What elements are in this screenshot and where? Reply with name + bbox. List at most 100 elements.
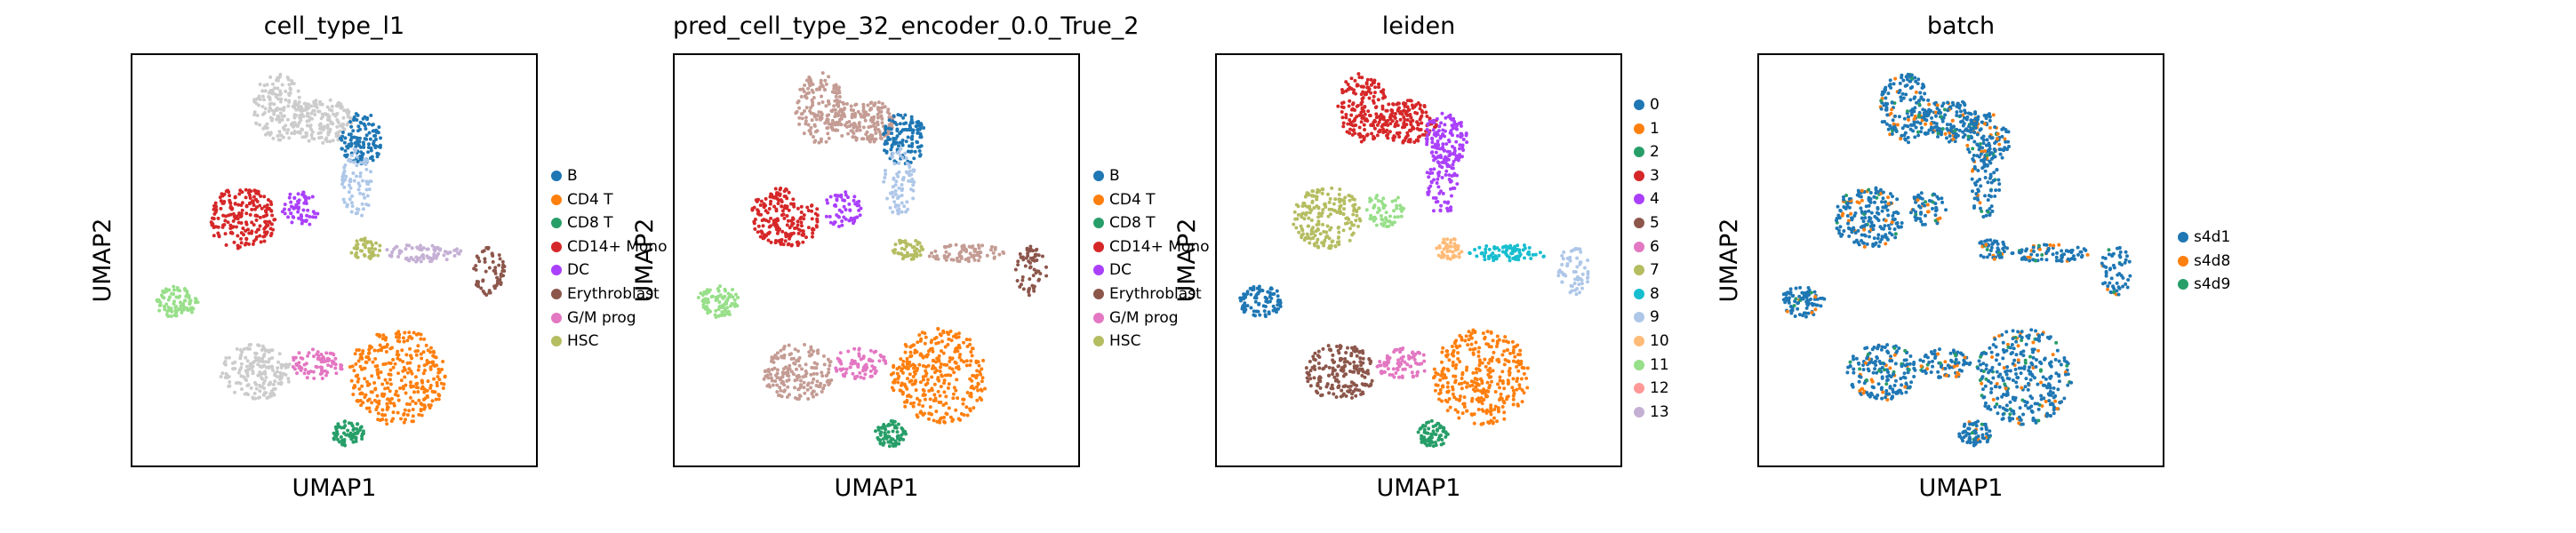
scatter-point	[479, 286, 484, 290]
scatter-point	[302, 371, 307, 376]
scatter-point	[261, 354, 266, 358]
scatter-point	[1436, 142, 1440, 147]
scatter-point	[1028, 244, 1033, 249]
scatter-point	[1409, 364, 1413, 369]
scatter-point	[1309, 232, 1314, 236]
scatter-point	[440, 367, 444, 371]
scatter-point	[799, 224, 804, 228]
legend-label: CD14+ Mono	[567, 237, 668, 256]
scatter-point	[1327, 391, 1332, 395]
scatter-point	[420, 413, 424, 418]
scatter-point	[904, 156, 908, 160]
scatter-point	[1318, 379, 1323, 384]
scatter-point	[1360, 382, 1364, 386]
scatter-point	[816, 351, 820, 355]
scatter-point	[1375, 194, 1380, 198]
scatter-point	[426, 256, 430, 260]
scatter-point	[696, 295, 700, 299]
scatter-point	[1434, 133, 1438, 138]
scatter-point	[213, 201, 218, 205]
scatter-point	[823, 121, 828, 125]
scatter-point	[1443, 200, 1447, 204]
scatter-point	[893, 442, 898, 447]
scatter-point	[352, 369, 356, 373]
scatter-point	[858, 112, 862, 116]
scatter-point	[399, 378, 404, 383]
scatter-point	[932, 382, 937, 386]
scatter-point	[1509, 251, 1514, 256]
scatter-point	[1241, 296, 1245, 300]
scatter-point	[1395, 366, 1399, 370]
scatter-point	[961, 402, 965, 406]
scatter-point	[168, 295, 172, 299]
scatter-point	[932, 418, 936, 423]
scatter-point	[350, 364, 355, 369]
scatter-point	[797, 115, 802, 120]
scatter-point	[436, 397, 441, 402]
scatter-point	[346, 428, 350, 433]
scatter-point	[868, 107, 872, 112]
scatter-point	[836, 215, 841, 219]
scatter-point	[343, 148, 348, 153]
scatter-point	[869, 100, 874, 105]
scatter-point	[1390, 119, 1395, 123]
scatter-point	[1345, 360, 1349, 364]
scatter-point	[254, 98, 259, 101]
scatter-point	[412, 330, 416, 335]
scatter-point	[330, 104, 334, 108]
scatter-point	[1033, 254, 1037, 259]
scatter-point	[360, 213, 364, 218]
scatter-point	[434, 256, 438, 260]
scatter-point	[304, 219, 308, 223]
scatter-point	[416, 368, 420, 372]
scatter-point	[766, 219, 771, 224]
scatter-point	[787, 208, 791, 212]
scatter-point	[1518, 348, 1523, 353]
scatter-point	[342, 108, 347, 113]
scatter-point	[774, 209, 779, 213]
scatter-point	[1491, 355, 1495, 360]
scatter-point	[921, 363, 925, 368]
scatter-point	[876, 100, 881, 105]
scatter-point	[373, 356, 378, 361]
x-axis-label: UMAP1	[834, 474, 919, 502]
scatter-point	[969, 350, 973, 354]
scatter-point	[1410, 351, 1414, 355]
scatter-point	[868, 369, 873, 373]
scatter-point	[372, 348, 377, 353]
scatter-point	[906, 377, 909, 381]
scatter-point	[1380, 107, 1385, 111]
scatter-point	[483, 291, 487, 296]
scatter-point	[385, 406, 389, 410]
scatter-point	[1342, 207, 1347, 211]
scatter-point	[785, 223, 789, 227]
scatter-point	[1445, 367, 1450, 371]
scatter-point	[1413, 352, 1418, 356]
scatter-point	[1275, 310, 1278, 314]
scatter-point	[796, 100, 800, 105]
scatter-point	[338, 123, 342, 128]
scatter-point	[1337, 197, 1341, 202]
scatter-point	[196, 300, 200, 305]
scatter-point	[849, 104, 853, 108]
scatter-point	[356, 207, 361, 211]
scatter-point	[723, 287, 727, 291]
scatter-point	[246, 227, 251, 232]
scatter-point	[289, 211, 293, 216]
scatter-point	[796, 223, 800, 227]
scatter-point	[356, 242, 360, 246]
scatter-point	[328, 351, 332, 355]
scatter-point	[1296, 212, 1300, 217]
legend-label: CD4 T	[567, 190, 613, 209]
scatter-point	[349, 378, 354, 383]
scatter-point	[1348, 227, 1352, 231]
scatter-point	[907, 179, 911, 183]
scatter-point	[1375, 123, 1380, 127]
scatter-point	[802, 217, 806, 221]
scatter-point	[956, 259, 960, 263]
scatter-point	[828, 214, 832, 219]
scatter-point	[1385, 108, 1389, 113]
scatter-point	[324, 113, 329, 117]
scatter-point	[968, 377, 972, 381]
scatter-point	[315, 352, 319, 356]
